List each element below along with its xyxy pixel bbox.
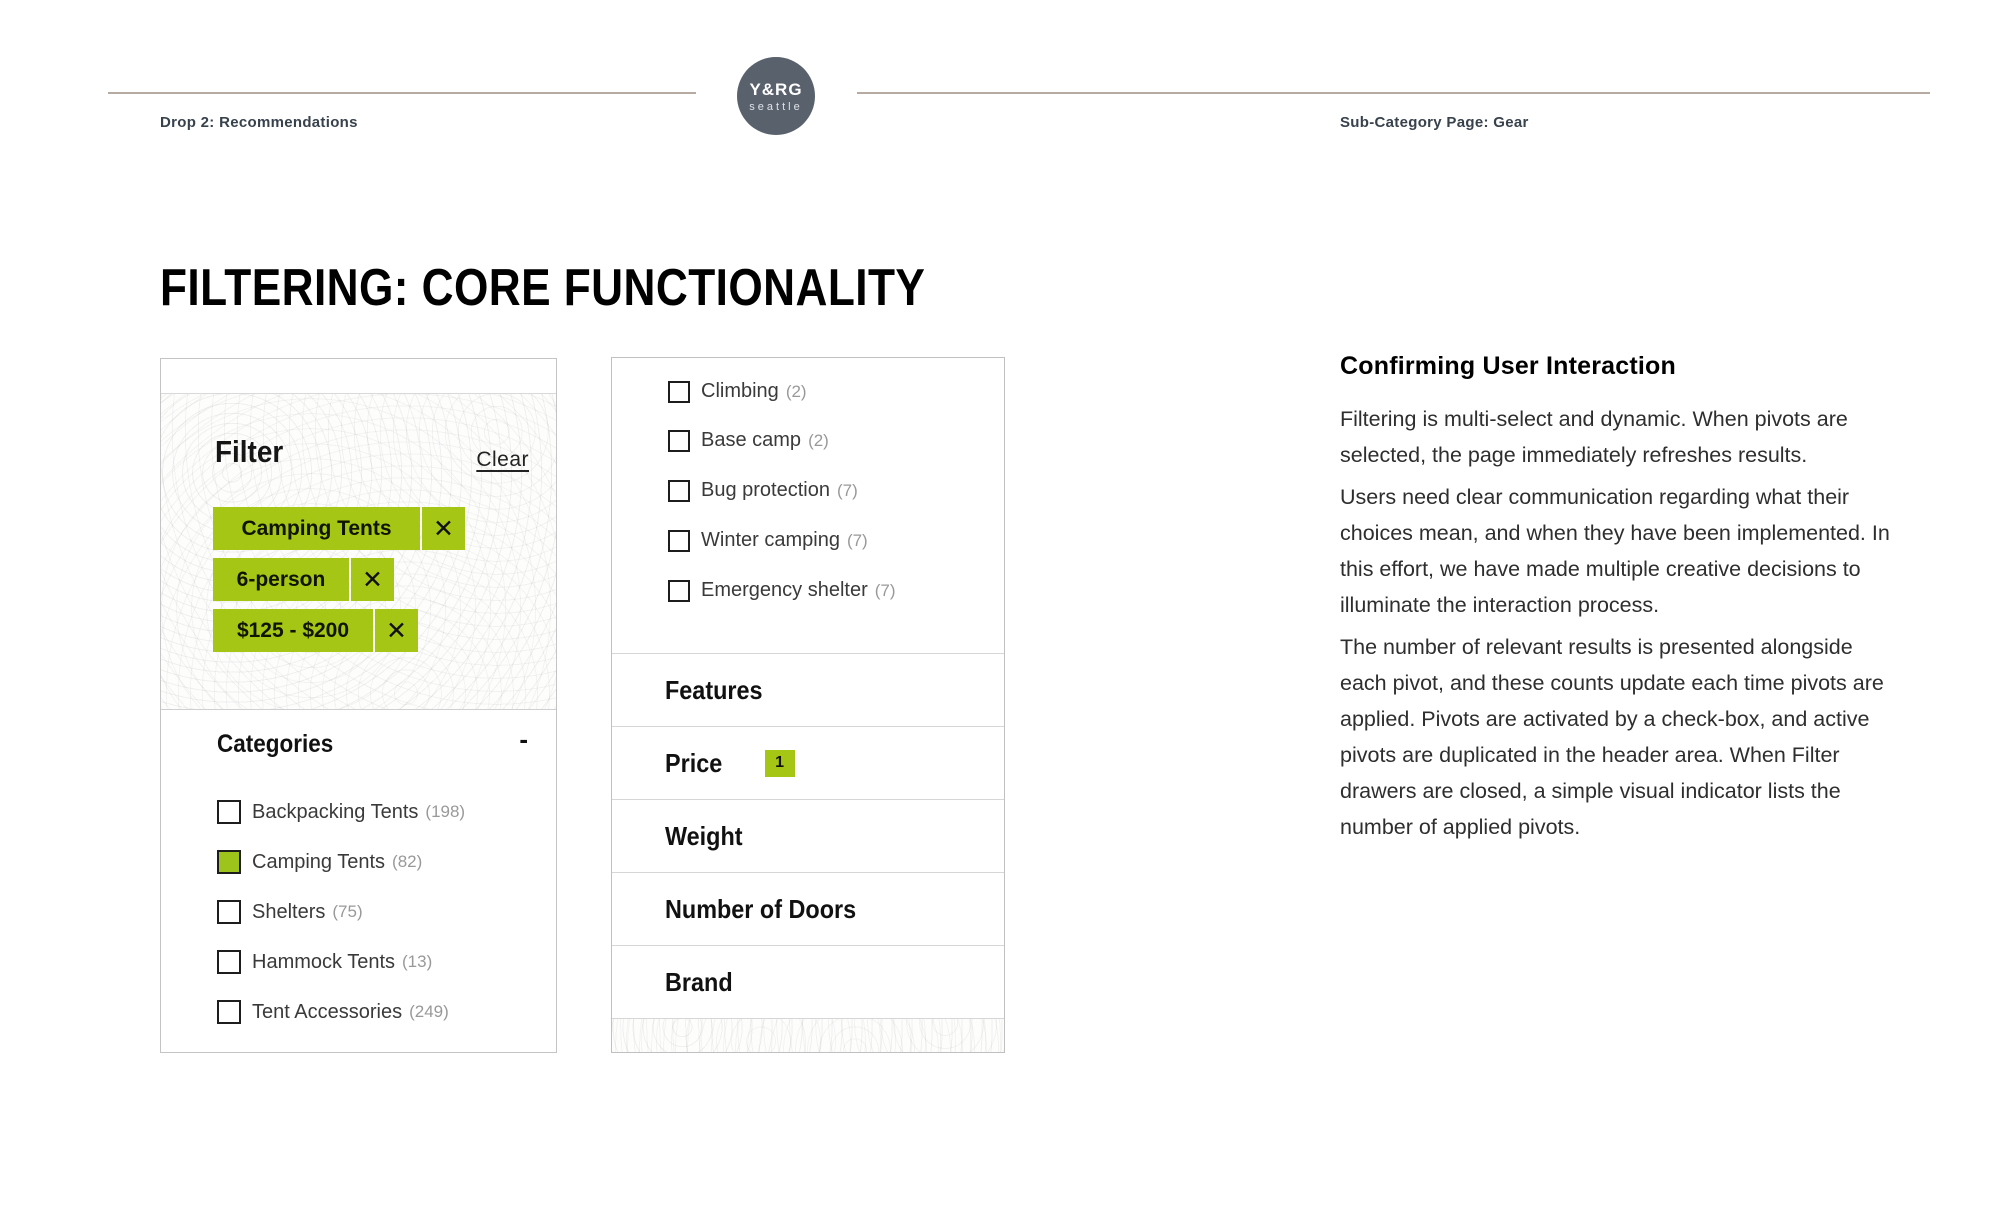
applied-pivot-count-badge: 1 — [764, 749, 795, 777]
header-rule-left — [108, 92, 696, 94]
feature-row: Bug protection (7) — [668, 479, 858, 502]
active-filter-pills: Camping Tents ✕ 6-person ✕ $125 - $200 ✕ — [213, 507, 465, 652]
clear-filters-link[interactable]: Clear — [476, 448, 529, 471]
category-count: (13) — [402, 952, 433, 971]
checkbox-unchecked-icon[interactable] — [217, 1000, 241, 1024]
category-count: (75) — [332, 902, 363, 921]
annotation-paragraph: Users need clear communication regarding… — [1340, 485, 1890, 617]
filter-pill-label: Camping Tents — [213, 507, 420, 550]
drawer-label: Features — [665, 674, 763, 705]
category-label: Shelters — [252, 900, 326, 923]
category-label: Hammock Tents — [252, 950, 396, 973]
feature-label: Bug protection — [701, 479, 830, 501]
drawer-panel: Climbing (2) Base camp (2) Bug protectio… — [611, 357, 1005, 1053]
category-count: (198) — [425, 802, 466, 821]
category-count: (249) — [409, 1002, 449, 1021]
filter-pill-label: $125 - $200 — [213, 609, 373, 652]
drawer-features[interactable]: Features — [612, 653, 1004, 726]
checkbox-unchecked-icon[interactable] — [217, 800, 241, 824]
category-row: Camping Tents (82) — [217, 850, 422, 874]
category-label: Camping Tents — [252, 850, 386, 873]
filter-panel-header-strip — [161, 359, 556, 394]
drawer-label: Brand — [665, 966, 733, 997]
drawer-price[interactable]: Price 1 — [612, 726, 1004, 799]
collapse-minus-icon[interactable]: - — [519, 724, 528, 754]
filter-pill: $125 - $200 ✕ — [213, 609, 465, 652]
page-title: FILTERING: CORE FUNCTIONALITY — [160, 259, 926, 317]
category-row: Hammock Tents (13) — [217, 950, 432, 974]
filter-panel-topo-section: Filter Clear Camping Tents ✕ 6-person ✕ … — [161, 394, 556, 710]
filter-panel: Filter Clear Camping Tents ✕ 6-person ✕ … — [160, 358, 557, 1053]
drawer-label: Price — [665, 747, 723, 778]
annotation-paragraph: The number of relevant results is presen… — [1340, 635, 1884, 839]
checkbox-unchecked-icon[interactable] — [668, 380, 690, 403]
slide-label-right: Sub-Category Page: Gear — [1340, 114, 1529, 131]
feature-count: (7) — [836, 480, 858, 500]
filter-pill-label: 6-person — [213, 558, 349, 601]
categories-heading: Categories — [217, 730, 334, 758]
drawer-brand[interactable]: Brand — [612, 945, 1004, 1018]
annotation-paragraph: Filtering is multi-select and dynamic. W… — [1340, 407, 1848, 467]
annotation-column: Confirming User Interaction Filtering is… — [1340, 352, 1896, 851]
filter-heading: Filter — [215, 434, 284, 469]
checkbox-unchecked-icon[interactable] — [668, 529, 690, 552]
logo-line1: Y&RG — [749, 79, 803, 99]
feature-row: Emergency shelter (7) — [668, 579, 896, 602]
feature-count: (7) — [846, 530, 868, 550]
filter-pill: Camping Tents ✕ — [213, 507, 465, 550]
checkbox-unchecked-icon[interactable] — [668, 479, 690, 502]
feature-label: Winter camping — [701, 529, 840, 551]
feature-row: Base camp (2) — [668, 429, 829, 452]
close-icon[interactable]: ✕ — [422, 507, 465, 550]
feature-count: (7) — [874, 580, 896, 600]
feature-label: Climbing — [701, 380, 779, 402]
annotation-heading: Confirming User Interaction — [1340, 352, 1676, 380]
yrg-logo: Y&RG seattle — [737, 57, 815, 135]
drawer-weight[interactable]: Weight — [612, 799, 1004, 872]
feature-checkbox-section: Climbing (2) Base camp (2) Bug protectio… — [612, 358, 1004, 653]
logo-line2: seattle — [749, 100, 803, 113]
feature-count: (2) — [785, 381, 807, 401]
drawer-label: Weight — [665, 820, 743, 851]
checkbox-unchecked-icon[interactable] — [217, 900, 241, 924]
filter-pill: 6-person ✕ — [213, 558, 465, 601]
checkbox-unchecked-icon[interactable] — [668, 429, 690, 452]
feature-row: Climbing (2) — [668, 380, 807, 403]
drawer-label: Number of Doors — [665, 893, 857, 924]
slide-label-left: Drop 2: Recommendations — [160, 114, 358, 131]
feature-label: Base camp — [701, 429, 802, 451]
checkbox-unchecked-icon[interactable] — [217, 950, 241, 974]
feature-count: (2) — [808, 430, 829, 450]
checkbox-checked-icon[interactable] — [217, 850, 241, 874]
drawer-panel-topo-strip — [612, 1018, 1004, 1052]
category-label: Backpacking Tents — [252, 800, 419, 823]
checkbox-unchecked-icon[interactable] — [668, 579, 690, 602]
close-icon[interactable]: ✕ — [351, 558, 394, 601]
drawer-number-of-doors[interactable]: Number of Doors — [612, 872, 1004, 945]
category-row: Shelters (75) — [217, 900, 363, 924]
categories-section: Categories - Backpacking Tents (198) Cam… — [161, 710, 556, 1051]
category-row: Tent Accessories (249) — [217, 1000, 449, 1024]
category-row: Backpacking Tents (198) — [217, 800, 465, 824]
category-label: Tent Accessories — [252, 1000, 403, 1023]
feature-row: Winter camping (7) — [668, 529, 868, 552]
close-icon[interactable]: ✕ — [375, 609, 418, 652]
category-count: (82) — [392, 852, 423, 871]
header-rule-right — [857, 92, 1930, 94]
feature-label: Emergency shelter — [701, 579, 868, 601]
